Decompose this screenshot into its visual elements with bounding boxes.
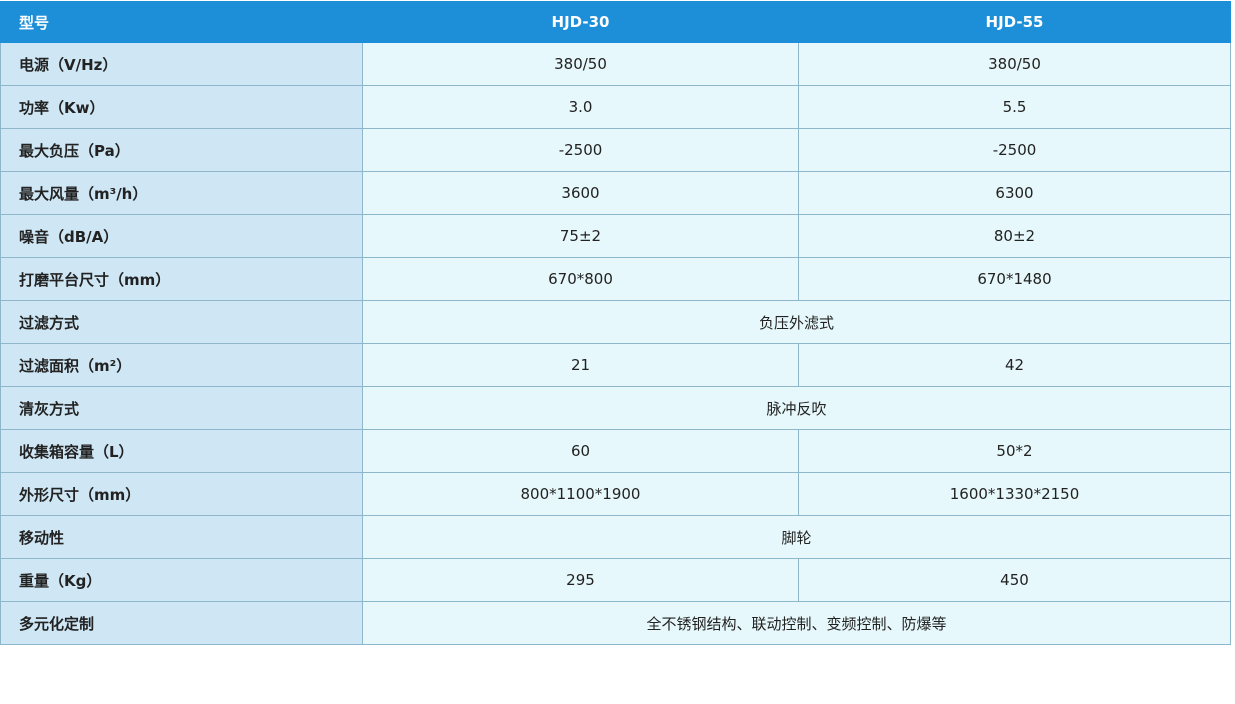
table-row: 清灰方式 脉冲反吹 [0, 386, 1231, 430]
table-row: 最大风量（m³/h） 3600 6300 [0, 171, 1231, 215]
row-label: 最大负压（Pa） [0, 128, 363, 172]
row-label: 外形尺寸（mm） [0, 472, 363, 516]
row-label: 过滤方式 [0, 300, 363, 344]
cell: 1600*1330*2150 [798, 472, 1231, 516]
row-label: 过滤面积（m²） [0, 343, 363, 387]
cell: 全不锈钢结构、联动控制、变频控制、防爆等 [362, 601, 1231, 645]
cell: 800*1100*1900 [362, 472, 799, 516]
cell: 295 [362, 558, 799, 602]
table-row: 多元化定制 全不锈钢结构、联动控制、变频控制、防爆等 [0, 601, 1231, 645]
cell: 3600 [362, 171, 799, 215]
table-row: 外形尺寸（mm） 800*1100*1900 1600*1330*2150 [0, 472, 1231, 516]
header-cell: HJD-55 [798, 1, 1231, 43]
cell: 380/50 [798, 42, 1231, 86]
row-label: 打磨平台尺寸（mm） [0, 257, 363, 301]
table-row: 打磨平台尺寸（mm） 670*800 670*1480 [0, 257, 1231, 301]
table-row: 最大负压（Pa） -2500 -2500 [0, 128, 1231, 172]
cell: 脚轮 [362, 515, 1231, 559]
table-row: 过滤面积（m²） 21 42 [0, 343, 1231, 387]
cell: 670*1480 [798, 257, 1231, 301]
cell: 450 [798, 558, 1231, 602]
cell: -2500 [798, 128, 1231, 172]
row-label: 噪音（dB/A） [0, 214, 363, 258]
table-row: 噪音（dB/A） 75±2 80±2 [0, 214, 1231, 258]
table-row: 重量（Kg） 295 450 [0, 558, 1231, 602]
row-label: 收集箱容量（L） [0, 429, 363, 473]
cell: 60 [362, 429, 799, 473]
cell: 75±2 [362, 214, 799, 258]
cell: 21 [362, 343, 799, 387]
table-row: 移动性 脚轮 [0, 515, 1231, 559]
cell: 50*2 [798, 429, 1231, 473]
header-cell: 型号 [0, 1, 363, 43]
table-row: 电源（V/Hz） 380/50 380/50 [0, 42, 1231, 86]
cell: 42 [798, 343, 1231, 387]
cell: 80±2 [798, 214, 1231, 258]
row-label: 清灰方式 [0, 386, 363, 430]
row-label: 最大风量（m³/h） [0, 171, 363, 215]
cell: 脉冲反吹 [362, 386, 1231, 430]
table-row: 功率（Kw） 3.0 5.5 [0, 85, 1231, 129]
row-label: 电源（V/Hz） [0, 42, 363, 86]
cell: -2500 [362, 128, 799, 172]
cell: 6300 [798, 171, 1231, 215]
cell: 3.0 [362, 85, 799, 129]
header-row: 型号 HJD-30 HJD-55 [0, 1, 1231, 43]
table-row: 过滤方式 负压外滤式 [0, 300, 1231, 344]
spec-table: 型号 HJD-30 HJD-55 电源（V/Hz） 380/50 380/50 功率（Kw… [0, 1, 1231, 645]
cell: 负压外滤式 [362, 300, 1231, 344]
cell: 5.5 [798, 85, 1231, 129]
row-label: 重量（Kg） [0, 558, 363, 602]
row-label: 多元化定制 [0, 601, 363, 645]
row-label: 移动性 [0, 515, 363, 559]
cell: 670*800 [362, 257, 799, 301]
cell: 380/50 [362, 42, 799, 86]
row-label: 功率（Kw） [0, 85, 363, 129]
table-row: 收集箱容量（L） 60 50*2 [0, 429, 1231, 473]
header-cell: HJD-30 [362, 1, 799, 43]
